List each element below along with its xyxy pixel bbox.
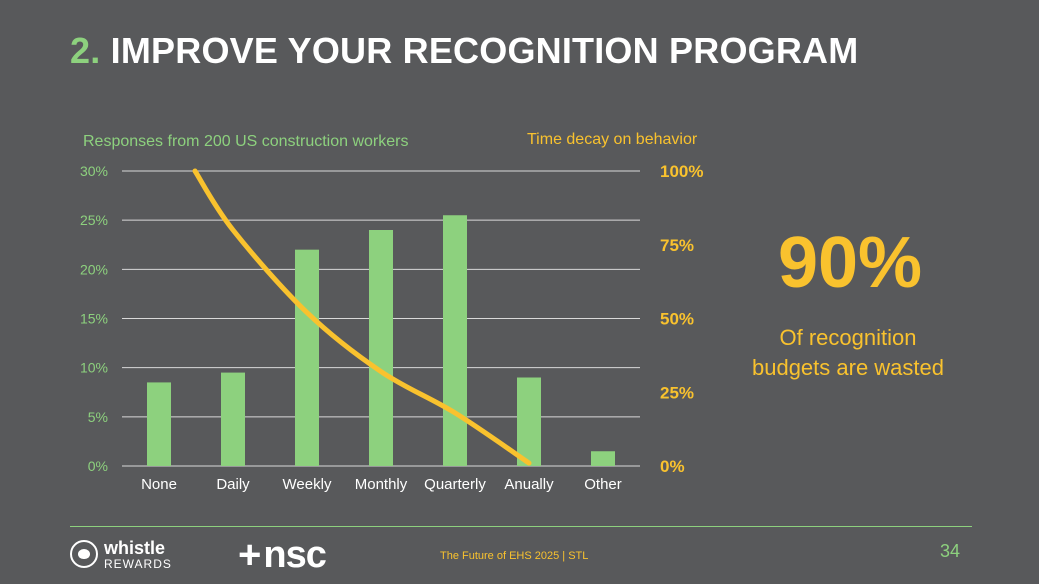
bar-anually	[517, 377, 541, 466]
big-stat-caption-line1: Of recognition	[779, 325, 917, 350]
left-axis-tick-label: 10%	[80, 360, 108, 376]
left-axis-tick-label: 15%	[80, 311, 108, 327]
rewards-logo-word: REWARDS	[104, 556, 172, 571]
bar-daily	[221, 372, 245, 466]
bar-none	[147, 382, 171, 466]
footer-text: The Future of EHS 2025 | STL	[440, 550, 589, 562]
whistle-logo-word: whistle	[104, 537, 166, 558]
big-stat: 90%	[777, 223, 923, 303]
title-text: IMPROVE YOUR RECOGNITION PROGRAM	[110, 30, 859, 71]
big-stat-caption: Of recognition budgets are wasted	[730, 323, 966, 383]
right-axis-tick-label: 75%	[660, 236, 694, 255]
whistle-rewards-logo: whistle REWARDS	[70, 537, 172, 571]
x-axis-tick-label: Monthly	[355, 476, 408, 493]
right-axis-tick-label: 100%	[660, 162, 703, 181]
x-axis-tick-label: Anually	[504, 476, 554, 493]
left-axis-tick-label: 20%	[80, 261, 108, 277]
bar-series	[147, 215, 615, 466]
right-axis-tick-label: 25%	[660, 383, 694, 402]
nsc-logo-word: nsc	[263, 534, 326, 576]
right-axis-ticks: 0% 25% 50% 75% 100%	[660, 162, 703, 476]
bar-monthly	[369, 230, 393, 466]
bar-weekly	[295, 249, 319, 466]
x-axis-tick-label: Daily	[216, 476, 250, 493]
line-chart-title: Time decay on behavior	[527, 131, 698, 148]
x-axis-tick-label: Other	[584, 476, 622, 493]
right-axis-tick-label: 0%	[660, 457, 685, 476]
whistle-bird-icon	[70, 540, 98, 568]
bar-chart-title: Responses from 200 US construction worke…	[83, 133, 409, 150]
left-axis-tick-label: 30%	[80, 163, 108, 179]
bar-other	[591, 451, 615, 466]
page-title: 2. IMPROVE YOUR RECOGNITION PROGRAM	[70, 30, 858, 72]
left-axis-tick-label: 0%	[88, 458, 108, 474]
line-series	[192, 168, 532, 466]
bar-quarterly	[443, 215, 467, 466]
left-axis-tick-label: 25%	[80, 212, 108, 228]
nsc-logo: + nsc	[238, 533, 327, 577]
footer-divider	[70, 526, 972, 527]
left-axis-tick-label: 5%	[88, 409, 108, 425]
title-number: 2.	[70, 30, 101, 71]
x-axis-tick-label: None	[141, 476, 177, 493]
x-axis-tick-label: Weekly	[283, 476, 332, 493]
x-axis-tick-label: Quarterly	[424, 476, 486, 493]
page-number: 34	[940, 541, 961, 561]
nsc-plus-icon: +	[238, 533, 262, 577]
left-axis-ticks: 0% 5% 10% 15% 20% 25% 30%	[80, 163, 108, 474]
big-stat-caption-line2: budgets are wasted	[751, 355, 945, 380]
x-axis-ticks: None Daily Weekly Monthly Quarterly Anually Ot…	[141, 476, 622, 493]
time-decay-line	[192, 168, 532, 466]
right-axis-tick-label: 50%	[660, 310, 694, 329]
